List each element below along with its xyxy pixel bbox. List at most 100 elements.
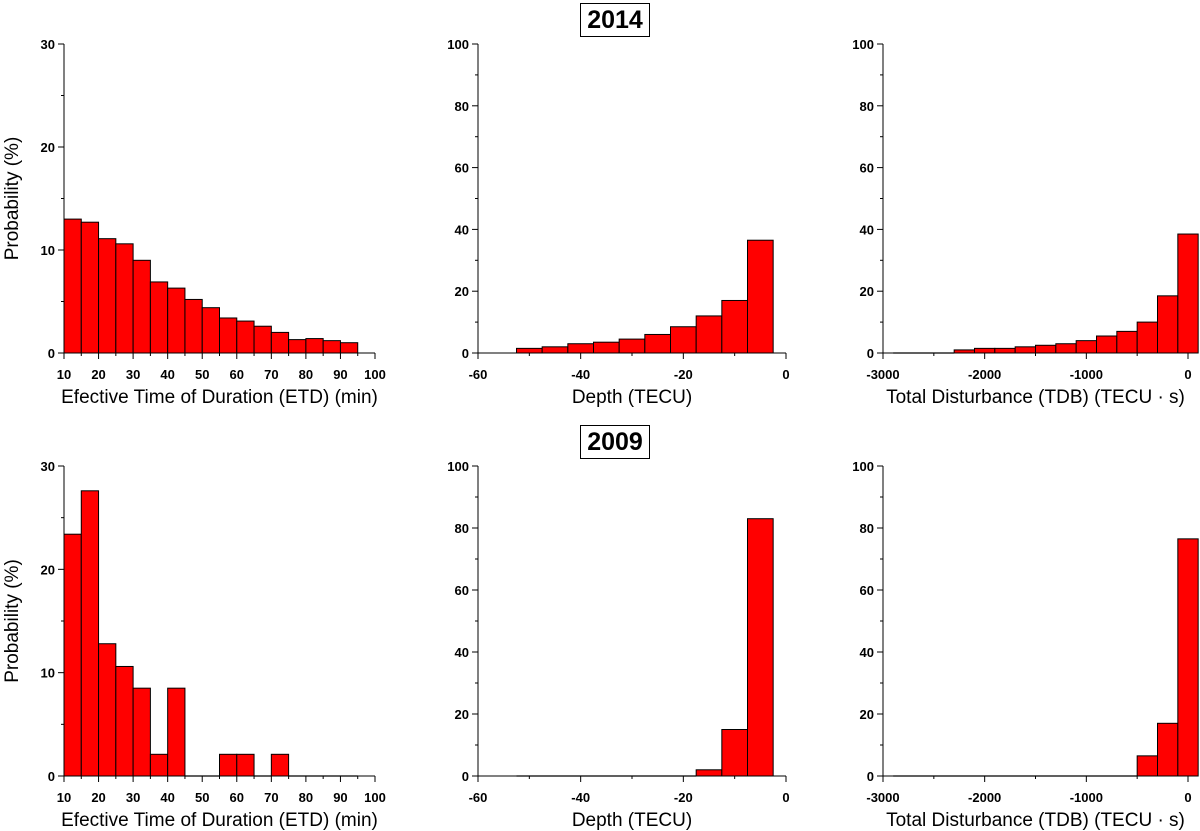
- chart-5-bar: [1177, 538, 1199, 777]
- chart-0-bar: [305, 338, 324, 354]
- chart-3-y-axis-title: Probability (%): [2, 559, 23, 683]
- chart-1-bar: [618, 338, 646, 354]
- chart-3-bar: [98, 643, 117, 777]
- chart-2-bar: [1177, 233, 1199, 354]
- chart-4-bar: [695, 769, 723, 777]
- chart-1-bar: [747, 239, 774, 354]
- chart-2-bar: [994, 347, 1016, 354]
- chart-2-bar: [1116, 330, 1138, 354]
- chart-0-y-tick-label: 0: [48, 346, 55, 361]
- chart-0-y-tick-label: 30: [41, 37, 55, 52]
- chart-3-bar: [63, 533, 82, 777]
- chart-4-y-tick-label: 60: [455, 583, 469, 598]
- chart-2-x-axis-title: Total Disturbance (TDB) (TECU · s): [886, 387, 1185, 408]
- chart-0-x-tick-label: 20: [91, 367, 105, 382]
- chart-2-bar: [1035, 344, 1057, 354]
- chart-0-bar: [149, 281, 169, 354]
- chart-0-bar: [115, 243, 134, 354]
- chart-5-y-tick-label: 0: [867, 769, 874, 784]
- chart-1-y-tick-label: 20: [455, 284, 469, 299]
- chart-0-bar: [167, 287, 186, 354]
- chart-0-bar: [236, 320, 255, 354]
- chart-4-y-tick-label: 20: [455, 707, 469, 722]
- chart-2-bar: [1055, 343, 1077, 354]
- chart-0-bar: [339, 342, 359, 354]
- chart-2-x-tick-label: -2000: [968, 367, 1001, 382]
- chart-2-bar: [1014, 346, 1037, 354]
- chart-5-bar: [1136, 755, 1158, 777]
- chart-2-bar: [1075, 340, 1097, 354]
- chart-1-x-tick-label: -20: [674, 367, 693, 382]
- chart-2-y-tick-label: 20: [860, 284, 874, 299]
- chart-2-y-tick-label: 80: [860, 99, 874, 114]
- chart-0-y-tick-label: 20: [41, 140, 55, 155]
- chart-1-y-tick-label: 60: [455, 161, 469, 176]
- chart-0-x-tick-label: 30: [126, 367, 140, 382]
- chart-5-x-tick-label: -3000: [866, 790, 899, 805]
- chart-1-y-tick-label: 0: [462, 346, 469, 361]
- chart-0-x-tick-label: 70: [264, 367, 278, 382]
- chart-0-x-tick-label: 100: [364, 367, 386, 382]
- chart-1-bar: [567, 343, 594, 354]
- chart-3-y-tick-label: 30: [41, 459, 55, 474]
- chart-5-x-tick-label: 0: [1184, 790, 1191, 805]
- chart-5-y-tick-label: 100: [852, 459, 874, 474]
- chart-1-y-tick-label: 40: [455, 222, 469, 237]
- chart-0-bar: [201, 307, 221, 354]
- chart-4-x-tick-label: 0: [782, 790, 789, 805]
- chart-4-y-tick-label: 0: [462, 769, 469, 784]
- chart-3-bar: [270, 753, 290, 777]
- chart-4-x-tick-label: -60: [469, 790, 488, 805]
- chart-3-bar: [219, 753, 238, 777]
- chart-4-bar: [721, 729, 748, 777]
- chart-0-x-tick-label: 80: [299, 367, 313, 382]
- chart-2-x-tick-label: 0: [1184, 367, 1191, 382]
- chart-0-x-tick-label: 40: [160, 367, 174, 382]
- chart-1-x-axis-title: Depth (TECU): [572, 387, 692, 408]
- chart-3-y-tick-label: 20: [41, 562, 55, 577]
- chart-3-x-tick-label: 100: [364, 790, 386, 805]
- chart-4-x-axis-title: Depth (TECU): [572, 810, 692, 831]
- chart-3-x-tick-label: 10: [57, 790, 71, 805]
- chart-1-x-tick-label: -60: [469, 367, 488, 382]
- chart-4-y-tick-label: 40: [455, 645, 469, 660]
- year-label-2014: 2014: [580, 3, 650, 37]
- chart-5-x-tick-label: -2000: [968, 790, 1001, 805]
- chart-2-bar: [1157, 295, 1179, 354]
- chart-0-bar: [253, 325, 272, 354]
- chart-1-y-tick-label: 100: [447, 37, 469, 52]
- chart-2-y-tick-label: 40: [860, 222, 874, 237]
- chart-5-y-tick-label: 60: [860, 583, 874, 598]
- chart-0-x-tick-label: 50: [195, 367, 209, 382]
- chart-0-bar: [219, 317, 238, 354]
- chart-0-bar: [288, 339, 307, 354]
- chart-4-x-tick-label: -40: [571, 790, 590, 805]
- chart-1-y-tick-label: 80: [455, 99, 469, 114]
- chart-5-y-tick-label: 80: [860, 521, 874, 536]
- chart-1-bar: [695, 315, 723, 354]
- chart-3-bar: [132, 687, 151, 777]
- chart-3-x-tick-label: 50: [195, 790, 209, 805]
- chart-4-y-tick-label: 80: [455, 521, 469, 536]
- year-label-2009: 2009: [580, 425, 650, 459]
- chart-1-x-tick-label: -40: [571, 367, 590, 382]
- chart-5-x-axis-title: Total Disturbance (TDB) (TECU · s): [886, 810, 1185, 831]
- chart-5-x-tick-label: -1000: [1070, 790, 1103, 805]
- chart-5-bar: [1157, 722, 1179, 777]
- chart-2-y-tick-label: 100: [852, 37, 874, 52]
- chart-4-bar: [747, 518, 774, 777]
- chart-1-bar: [644, 333, 671, 354]
- chart-3-x-tick-label: 80: [299, 790, 313, 805]
- chart-1-bar: [670, 326, 697, 354]
- chart-0-x-tick-label: 60: [230, 367, 244, 382]
- chart-3-bar: [167, 687, 186, 777]
- chart-2-x-tick-label: -3000: [866, 367, 899, 382]
- chart-0-bar: [132, 259, 151, 354]
- chart-0-y-axis-title: Probability (%): [2, 137, 23, 261]
- chart-3-bar: [236, 753, 255, 777]
- chart-3-x-tick-label: 20: [91, 790, 105, 805]
- chart-3-bar: [149, 753, 169, 777]
- chart-0-y-tick-label: 10: [41, 243, 55, 258]
- chart-3-bar: [115, 665, 134, 777]
- chart-0-bar: [322, 340, 341, 354]
